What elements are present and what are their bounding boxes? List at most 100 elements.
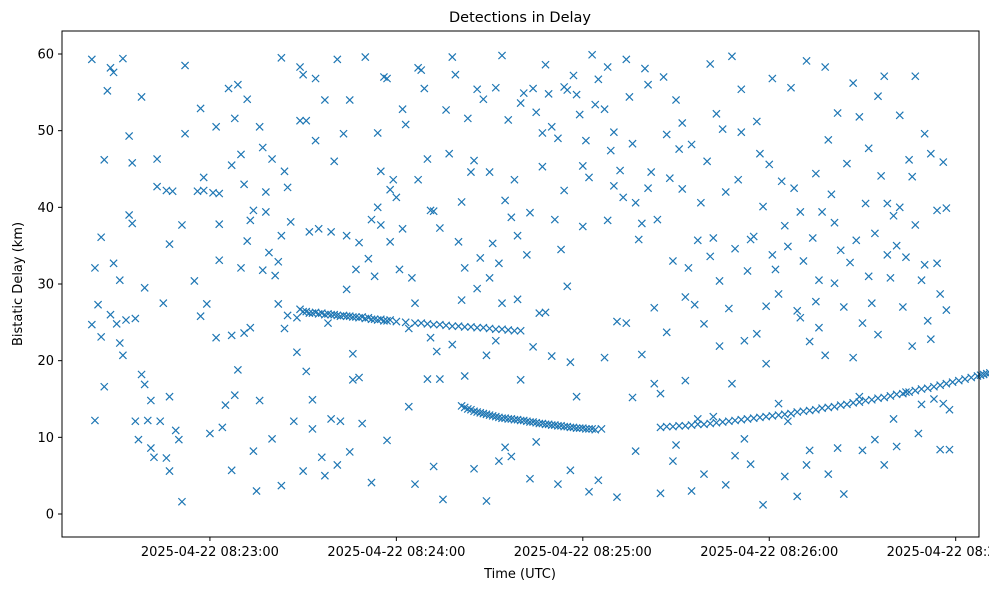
data-point	[948, 378, 957, 387]
data-point	[118, 351, 127, 360]
data-point	[873, 92, 883, 101]
data-point	[423, 375, 432, 384]
data-point	[581, 424, 590, 433]
data-point	[945, 445, 954, 454]
data-point	[283, 311, 292, 320]
data-point	[933, 259, 942, 268]
data-point	[569, 71, 578, 80]
data-point	[752, 117, 761, 126]
data-point	[342, 231, 351, 240]
data-point	[100, 155, 109, 164]
data-point	[236, 150, 246, 159]
data-point	[855, 398, 864, 407]
data-point	[563, 86, 572, 95]
data-point	[463, 404, 472, 413]
data-point	[880, 393, 889, 402]
data-point	[942, 379, 951, 388]
data-point	[603, 216, 612, 225]
data-point	[386, 316, 395, 325]
data-point	[153, 182, 162, 191]
data-point	[606, 146, 615, 155]
data-point	[668, 457, 677, 466]
data-point	[299, 307, 308, 316]
data-point	[230, 114, 239, 123]
data-point	[516, 326, 525, 335]
data-point	[513, 231, 522, 240]
data-point	[681, 293, 690, 302]
data-point	[821, 351, 830, 360]
data-point	[553, 134, 562, 143]
data-point	[818, 207, 827, 216]
data-point	[327, 227, 336, 236]
data-point	[768, 74, 777, 83]
data-point	[177, 497, 186, 506]
data-point	[482, 351, 491, 360]
data-point	[706, 59, 715, 68]
data-point	[849, 79, 858, 88]
data-point	[410, 299, 420, 308]
data-point	[97, 233, 106, 242]
data-point	[109, 259, 118, 268]
data-point	[631, 447, 640, 456]
data-point	[923, 384, 932, 393]
data-point	[510, 175, 519, 184]
y-tick-label: 10	[37, 431, 54, 446]
data-point	[836, 246, 845, 255]
data-point	[171, 426, 180, 435]
data-point	[814, 323, 823, 332]
data-point	[355, 373, 364, 382]
data-point	[308, 424, 317, 433]
data-point	[268, 155, 277, 164]
y-tick-label: 40	[37, 201, 54, 216]
data-point	[852, 236, 861, 245]
data-point	[939, 158, 948, 167]
data-point	[367, 478, 376, 487]
data-point	[181, 129, 190, 138]
data-point	[140, 380, 149, 389]
y-tick-label: 0	[46, 508, 54, 523]
data-point	[507, 213, 516, 222]
data-point	[547, 122, 556, 131]
data-point	[731, 451, 740, 460]
data-point	[796, 207, 805, 216]
data-point	[212, 122, 221, 131]
data-point	[777, 177, 786, 186]
data-point	[911, 220, 920, 229]
data-point	[827, 190, 836, 199]
data-point	[215, 256, 224, 265]
data-point	[199, 173, 208, 182]
data-point	[746, 460, 755, 469]
data-point	[616, 166, 625, 175]
plot-area	[62, 31, 979, 537]
data-point	[311, 74, 320, 83]
data-point	[305, 227, 314, 236]
data-point	[100, 382, 109, 391]
data-point	[830, 279, 839, 288]
data-point	[162, 454, 171, 463]
data-point	[802, 56, 811, 65]
data-point	[591, 425, 600, 434]
data-point	[333, 311, 342, 320]
data-point	[967, 373, 976, 382]
data-point	[507, 452, 516, 461]
data-point	[889, 414, 898, 423]
data-point	[706, 252, 715, 261]
data-point	[684, 263, 693, 272]
data-point	[566, 466, 575, 475]
data-point	[177, 220, 186, 229]
data-point	[125, 132, 134, 141]
data-point	[699, 319, 709, 328]
data-point	[640, 64, 649, 73]
data-point	[625, 92, 634, 101]
data-point	[277, 53, 286, 62]
data-point	[308, 395, 317, 404]
data-point	[529, 342, 538, 351]
data-point	[982, 369, 989, 378]
data-point	[917, 400, 926, 409]
data-point	[118, 54, 127, 63]
data-point	[740, 434, 749, 443]
data-point	[482, 410, 491, 419]
data-point	[774, 399, 783, 408]
data-point	[491, 336, 500, 345]
